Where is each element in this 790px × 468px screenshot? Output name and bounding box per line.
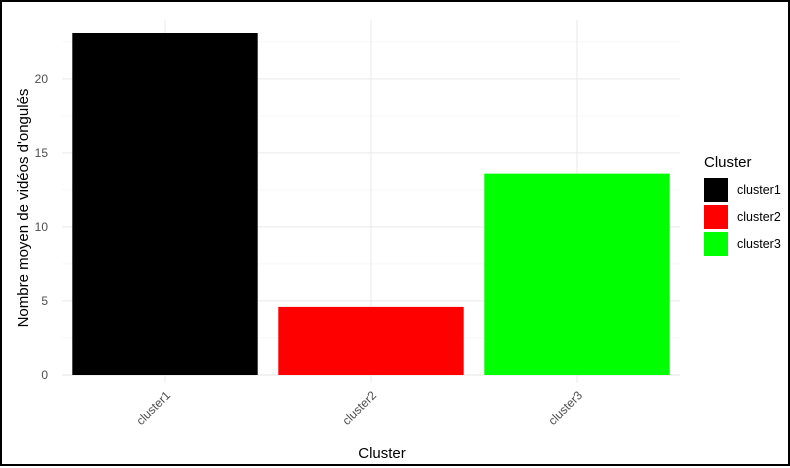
x-tick-label: cluster1 <box>134 388 174 428</box>
y-axis-title: Nombre moyen de vidéos d'ongulés <box>15 89 32 328</box>
bars <box>72 33 670 375</box>
legend-label: cluster1 <box>737 183 781 197</box>
y-tick-label: 5 <box>41 294 48 308</box>
y-axis-ticks: 0 5 10 15 20 <box>35 72 49 382</box>
legend-label: cluster3 <box>737 237 781 251</box>
legend-swatch-cluster2 <box>704 205 728 229</box>
x-tick-label: cluster3 <box>546 388 586 428</box>
bar-cluster2 <box>278 306 464 375</box>
legend-swatch-cluster1 <box>704 178 728 202</box>
x-axis-ticks: cluster1 cluster2 cluster3 <box>134 388 586 428</box>
legend-items: cluster1 cluster2 cluster3 <box>704 178 781 256</box>
x-tick-label: cluster2 <box>340 388 380 428</box>
y-tick-label: 0 <box>41 368 48 382</box>
legend: Cluster cluster1 cluster2 cluster3 <box>704 154 781 256</box>
legend-label: cluster2 <box>737 210 781 224</box>
legend-swatch-cluster3 <box>704 232 728 256</box>
legend-title: Cluster <box>704 154 752 171</box>
bar-cluster1 <box>72 33 258 375</box>
x-axis-title: Cluster <box>358 445 406 462</box>
y-tick-label: 20 <box>35 72 49 86</box>
bar-cluster3 <box>484 173 670 375</box>
y-tick-label: 15 <box>35 146 49 160</box>
y-tick-label: 10 <box>35 220 49 234</box>
